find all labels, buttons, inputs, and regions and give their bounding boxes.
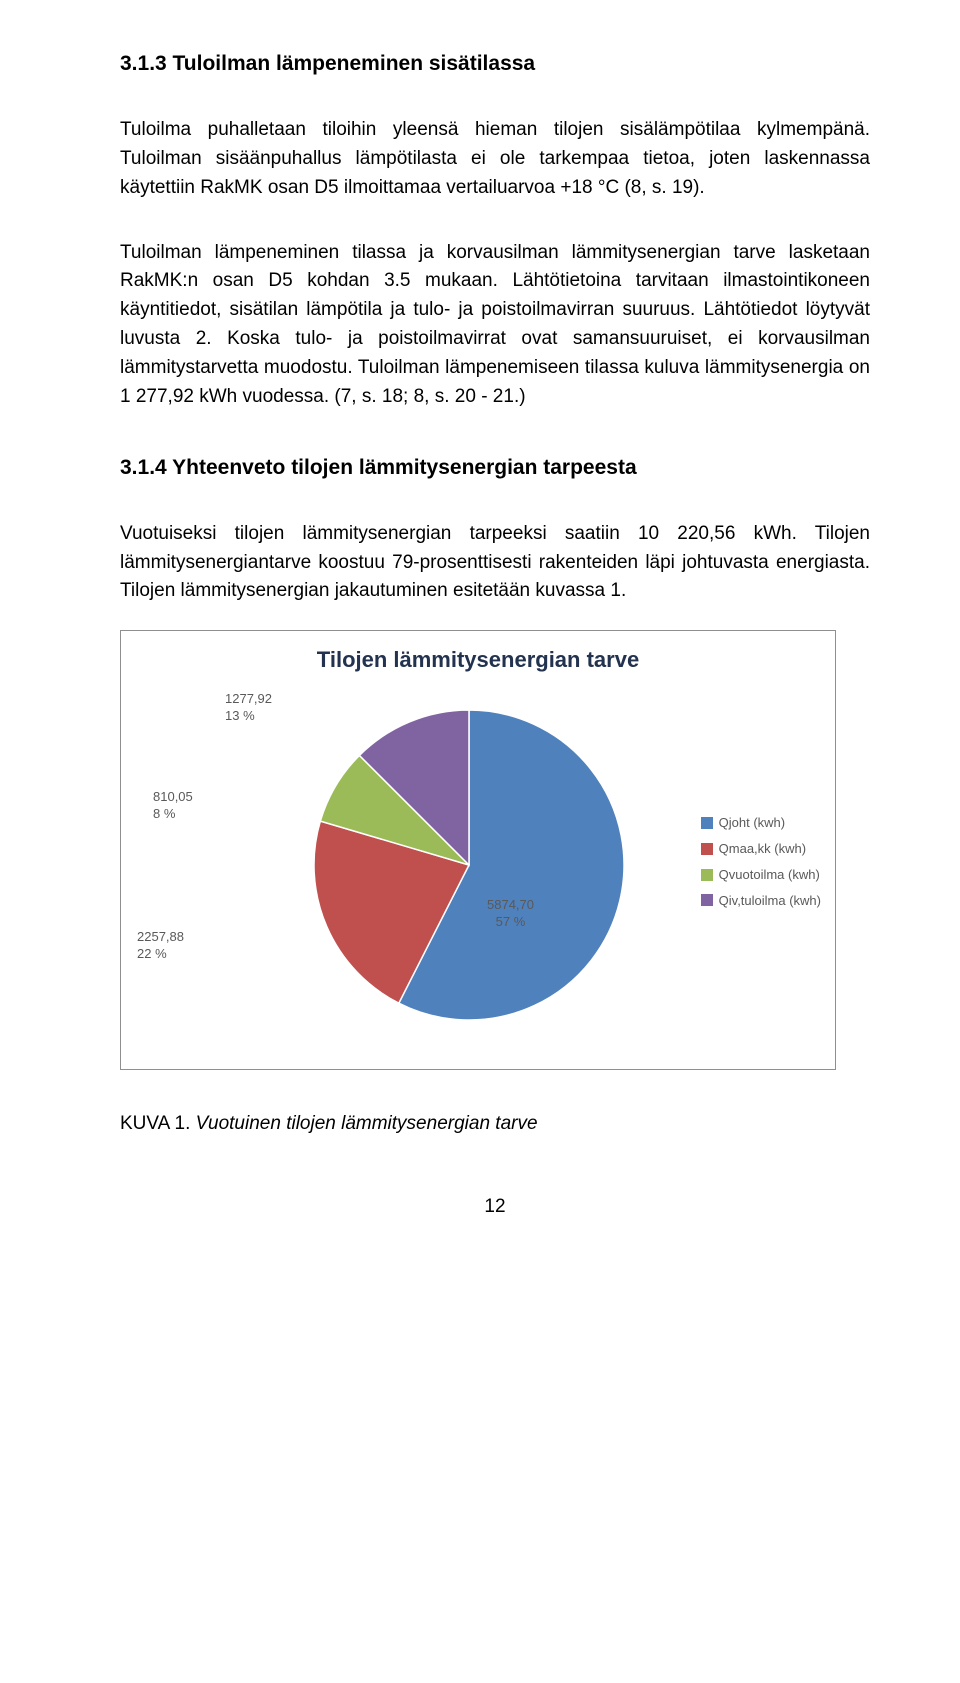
pie-label-qmaa-pct: 22 % [137, 946, 167, 961]
figure-caption-prefix: KUVA 1. [120, 1113, 190, 1134]
figure-caption-text: Vuotuinen tilojen lämmitysenergian tarve [190, 1113, 537, 1134]
pie-label-qvuoto-value: 810,05 [153, 789, 193, 804]
pie-label-qvuoto: 810,05 8 % [153, 789, 193, 822]
legend-label: Qmaa,kk (kwh) [719, 839, 806, 859]
pie-label-qjoht-pct: 57 % [496, 914, 526, 929]
pie-label-qiv-value: 1277,92 [225, 691, 272, 706]
page-number: 12 [120, 1193, 870, 1222]
section-314-para-1: Vuotuiseksi tilojen lämmitysenergian tar… [120, 520, 870, 607]
legend-label: Qjoht (kwh) [719, 813, 785, 833]
pie-label-qmaa-value: 2257,88 [137, 929, 184, 944]
legend-item-qmaa: Qmaa,kk (kwh) [701, 839, 821, 859]
figure-caption: KUVA 1. Vuotuinen tilojen lämmitysenergi… [120, 1110, 870, 1139]
pie-chart-container: Tilojen lämmitysenergian tarve 5874,70 5… [120, 630, 836, 1070]
pie-label-qvuoto-pct: 8 % [153, 806, 175, 821]
legend-swatch [701, 817, 713, 829]
pie-label-qiv: 1277,92 13 % [225, 691, 272, 724]
section-313-para-1: Tuloilma puhalletaan tiloihin yleensä hi… [120, 116, 870, 203]
pie-label-qjoht: 5874,70 57 % [487, 897, 534, 930]
legend-swatch [701, 843, 713, 855]
section-heading-314: 3.1.4 Yhteenveto tilojen lämmitysenergia… [120, 452, 870, 484]
legend-item-qiv: Qiv,tuloilma (kwh) [701, 891, 821, 911]
legend-label: Qvuotoilma (kwh) [719, 865, 820, 885]
legend-label: Qiv,tuloilma (kwh) [719, 891, 821, 911]
legend-swatch [701, 869, 713, 881]
chart-legend: Qjoht (kwh) Qmaa,kk (kwh) Qvuotoilma (kw… [701, 813, 821, 916]
legend-swatch [701, 894, 713, 906]
section-313-para-2: Tuloilman lämpeneminen tilassa ja korvau… [120, 239, 870, 412]
pie-label-qjoht-value: 5874,70 [487, 897, 534, 912]
pie-label-qmaa: 2257,88 22 % [137, 929, 184, 962]
pie-label-qiv-pct: 13 % [225, 708, 255, 723]
chart-title: Tilojen lämmitysenergian tarve [121, 643, 835, 676]
section-heading-313: 3.1.3 Tuloilman lämpeneminen sisätilassa [120, 48, 870, 80]
legend-item-qvuoto: Qvuotoilma (kwh) [701, 865, 821, 885]
legend-item-qjoht: Qjoht (kwh) [701, 813, 821, 833]
pie-svg [299, 695, 639, 1035]
pie-area [299, 695, 639, 1035]
